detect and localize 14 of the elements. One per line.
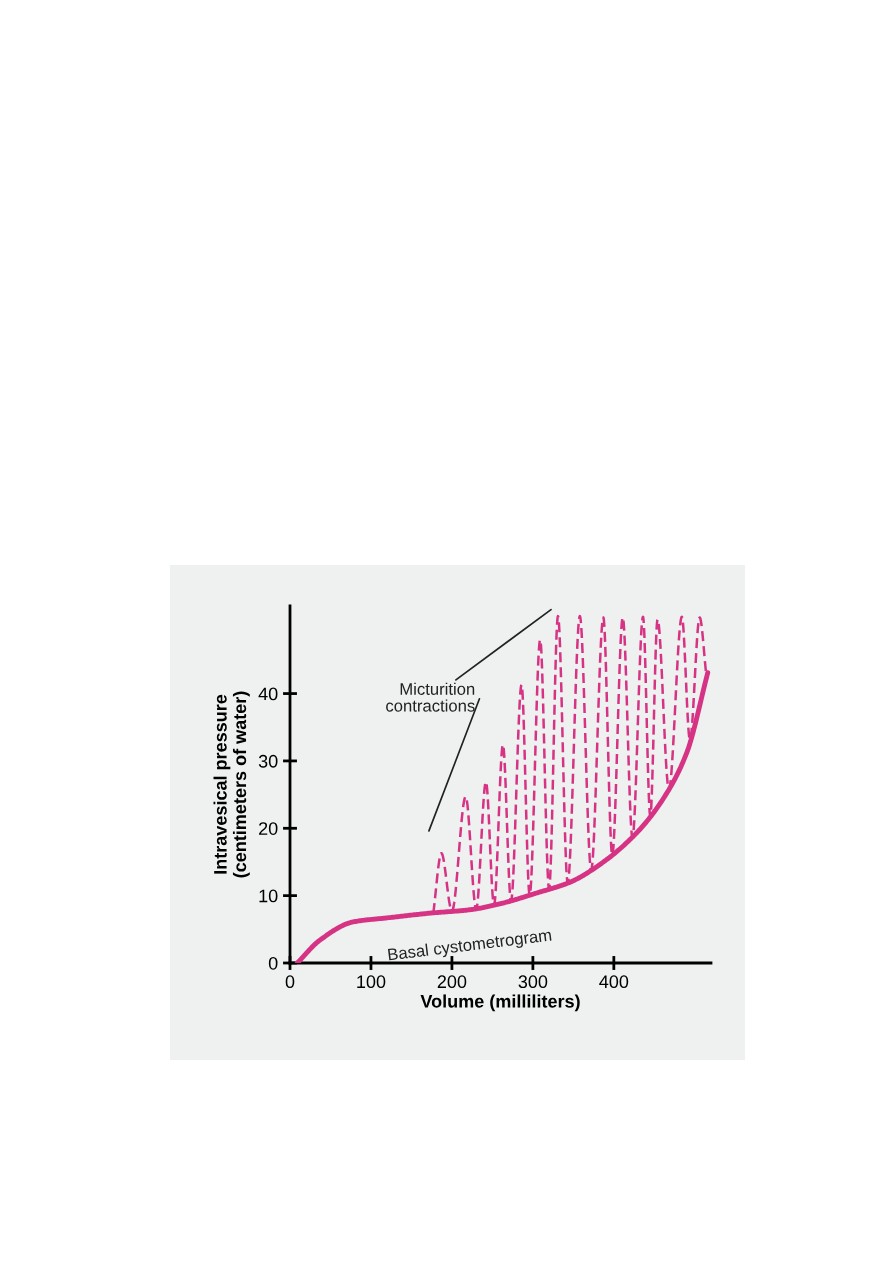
y-tick-label: 10: [259, 889, 278, 903]
annotation: Micturition contractions: [386, 682, 475, 712]
y-axis-title: Intravesical pressure (centimeters of water): [213, 691, 250, 878]
y-tick-label: 0: [268, 956, 278, 970]
y-tick-label: 20: [259, 822, 278, 835]
x-tick-label: 200: [437, 975, 467, 989]
x-tick-label: 400: [599, 975, 629, 989]
x-tick-label: 300: [518, 975, 548, 989]
y-tick-label: 30: [258, 754, 278, 768]
text: Basal cystometrogram: [387, 928, 552, 964]
y-tick-label: 40: [258, 687, 278, 701]
x-axis-title: Volume (milliliters): [420, 994, 580, 1012]
x-tick-label: 0: [285, 975, 295, 989]
x-tick-label: 100: [357, 975, 386, 989]
